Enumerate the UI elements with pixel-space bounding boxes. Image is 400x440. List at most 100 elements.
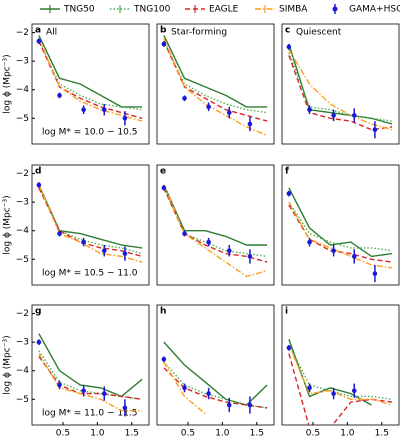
series-line — [38, 184, 143, 249]
series-line — [38, 333, 143, 398]
data-point — [206, 239, 211, 245]
series-line — [288, 204, 393, 263]
data-point — [101, 107, 107, 113]
y-tick-label: −3 — [16, 338, 29, 348]
data-point — [307, 385, 312, 391]
data-point — [57, 382, 62, 388]
x-tick-label: 1.0 — [90, 429, 105, 439]
data-point — [81, 107, 86, 113]
panel-label: i — [285, 307, 288, 317]
panel: 0.51.01.5iRMS A — [281, 304, 400, 439]
series-line — [288, 344, 393, 400]
data-point — [331, 113, 336, 118]
data-point — [351, 388, 357, 394]
panel-label: f — [285, 167, 289, 177]
series-line — [288, 43, 393, 125]
panel-frame — [31, 164, 150, 286]
panel: f — [281, 164, 400, 286]
panel-label: d — [35, 167, 41, 177]
y-tick-label: −3 — [16, 57, 29, 67]
legend-label: SIMBA — [279, 5, 308, 15]
data-point — [307, 239, 312, 245]
annotation: log M* = 11.0 − 11.5 — [42, 409, 137, 419]
data-point — [226, 402, 232, 408]
y-axis-label: log ϕ (Mpc⁻³) — [3, 54, 13, 113]
data-point — [372, 271, 378, 276]
legend-label: EAGLE — [209, 5, 239, 15]
series-line — [288, 339, 372, 406]
data-point — [122, 115, 128, 121]
series-line — [38, 35, 143, 108]
x-tick-label: 1.5 — [125, 429, 139, 439]
data-point — [122, 405, 128, 411]
panel: c Quiescent — [281, 23, 400, 145]
series-line — [163, 341, 268, 406]
x-tick-label: 1.0 — [340, 429, 355, 439]
y-tick-label: −5 — [16, 255, 29, 265]
panel-label: g — [35, 307, 41, 317]
data-point — [36, 38, 42, 44]
panel-label: h — [160, 307, 166, 317]
panel: −2 −3 −4 −5 a All log M* = 10.0 − 10.5 log ϕ (M… — [3, 23, 150, 145]
data-point — [161, 356, 167, 362]
series-line — [163, 40, 268, 122]
x-tick-label: 1.5 — [375, 429, 389, 439]
data-point — [247, 121, 253, 127]
data-point — [331, 391, 336, 396]
y-tick-label: −2 — [16, 28, 29, 38]
x-tick-label: 0.5 — [56, 429, 70, 439]
data-point — [57, 93, 62, 98]
y-axis-label: log ϕ (Mpc⁻³) — [3, 335, 13, 394]
data-point — [226, 110, 232, 115]
data-point — [57, 231, 62, 236]
data-point — [372, 127, 378, 133]
data-point — [122, 251, 128, 256]
panel: b Star-forming — [156, 23, 275, 145]
y-tick-label: −2 — [16, 169, 29, 179]
y-axis-label: log ϕ (Mpc⁻³) — [3, 195, 13, 254]
data-point — [36, 182, 42, 188]
data-point — [247, 254, 253, 259]
legend-marker — [332, 6, 338, 12]
y-tick-label: −2 — [16, 309, 29, 319]
series-line — [38, 355, 143, 400]
data-point — [226, 248, 232, 254]
series-line — [163, 40, 268, 114]
data-point — [307, 107, 312, 113]
panel: −2 −3 −4 −5 0.5 1.0 1.5 g log M* = 11.0 − 11.5 lo… — [3, 304, 150, 439]
panel-label: a — [35, 26, 41, 36]
data-point — [101, 391, 107, 396]
series-line — [38, 184, 143, 263]
panel-frame — [156, 304, 275, 426]
y-tick-label: −4 — [16, 366, 30, 376]
panel-frame — [31, 23, 150, 145]
panel-frame — [281, 23, 400, 145]
y-tick-label: −5 — [16, 395, 29, 405]
data-point — [81, 388, 86, 394]
legend-label: TNG50 — [63, 5, 95, 15]
x-tick-label: 0.5 — [306, 429, 320, 439]
panel-title: Quiescent — [296, 28, 342, 38]
data-point — [81, 239, 86, 245]
data-point — [247, 402, 253, 408]
panel-label: c — [285, 26, 290, 36]
data-point — [331, 248, 336, 254]
series-line — [38, 40, 143, 111]
legend-label: TNG100 — [133, 5, 171, 15]
series-line — [163, 184, 268, 246]
data-point — [161, 185, 167, 191]
panel: 0.51.01.5hRMS A — [156, 304, 275, 439]
x-tick-label: 1.5 — [250, 429, 264, 439]
series-line — [288, 187, 393, 258]
series-line — [163, 361, 206, 415]
series-line — [38, 353, 143, 412]
data-point — [286, 44, 292, 50]
panel-label: b — [160, 26, 167, 36]
panel-frame — [156, 23, 275, 145]
series-line — [163, 361, 268, 409]
panel-frame — [31, 304, 150, 426]
data-point — [351, 254, 357, 259]
data-point — [206, 391, 211, 396]
